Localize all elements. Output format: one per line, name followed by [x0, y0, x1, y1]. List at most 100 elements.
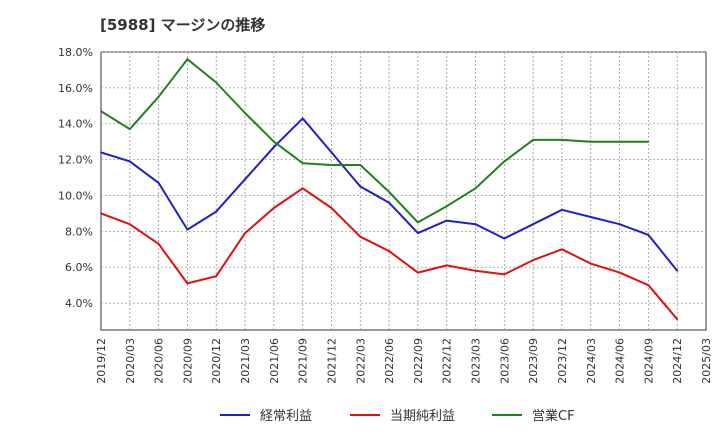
x-tick-label: 2022/06 — [383, 338, 396, 384]
data-point — [330, 164, 333, 166]
x-tick-label: 2020/12 — [210, 338, 223, 384]
data-point — [301, 187, 304, 190]
data-point — [215, 210, 218, 213]
data-point — [359, 185, 362, 188]
data-point — [589, 262, 592, 265]
data-point — [388, 201, 390, 204]
x-tick-label: 2021/09 — [297, 338, 310, 384]
data-point — [589, 140, 592, 143]
data-point — [157, 243, 160, 245]
series-lines — [100, 58, 679, 321]
data-point — [388, 190, 390, 193]
x-tick-label: 2020/09 — [181, 338, 194, 384]
data-point — [676, 269, 679, 272]
x-tick-label: 2020/03 — [124, 338, 137, 384]
data-point — [532, 259, 535, 261]
data-point — [676, 318, 679, 321]
plot-area — [100, 51, 707, 331]
x-tick-label: 2024/09 — [642, 338, 655, 384]
y-axis: 4.0% 6.0% 8.0% 10.0% 12.0% 14.0% 16.0% 18.0% — [58, 46, 93, 310]
x-tick-label: 2023/03 — [470, 338, 483, 384]
data-point — [647, 234, 650, 236]
data-point — [647, 284, 650, 287]
data-point — [272, 146, 275, 148]
data-point — [417, 221, 419, 224]
data-point — [100, 110, 102, 113]
y-tick-label: 8.0% — [65, 225, 93, 238]
data-point — [157, 95, 160, 98]
data-point — [445, 219, 448, 222]
data-point — [157, 182, 160, 184]
data-point — [561, 248, 563, 251]
x-tick-label: 2023/12 — [556, 338, 569, 384]
data-point — [186, 58, 189, 61]
y-tick-label: 6.0% — [65, 261, 93, 274]
x-tick-label: 2023/09 — [527, 338, 540, 384]
x-tick-label: 2024/06 — [614, 338, 627, 384]
data-point — [532, 223, 535, 226]
x-tick-label: 2023/06 — [498, 338, 511, 384]
x-tick-label: 2025/03 — [700, 338, 713, 384]
data-point — [128, 160, 131, 163]
data-point — [301, 162, 304, 165]
data-point — [388, 250, 390, 252]
data-point — [561, 208, 563, 211]
x-axis: 2019/12 2020/03 2020/06 2020/09 2020/12 2021/… — [95, 338, 713, 384]
y-tick-label: 4.0% — [65, 297, 93, 310]
data-point — [272, 207, 275, 209]
legend-label: 経常利益 — [260, 409, 312, 424]
x-tick-label: 2022/09 — [412, 338, 425, 384]
data-point — [128, 223, 131, 226]
data-point — [100, 212, 102, 215]
x-tick-label: 2022/12 — [441, 338, 454, 384]
y-tick-label: 10.0% — [58, 189, 93, 202]
data-point — [561, 138, 563, 141]
y-tick-label: 16.0% — [58, 82, 93, 95]
data-point — [186, 228, 189, 231]
data-point — [359, 164, 362, 166]
data-point — [503, 237, 506, 240]
data-point — [128, 128, 131, 131]
data-point — [503, 160, 506, 163]
data-point — [417, 232, 419, 235]
data-point — [503, 273, 506, 276]
data-point — [186, 282, 189, 285]
data-point — [244, 178, 246, 181]
chart-title: [5988] マージンの推移 — [100, 16, 265, 34]
data-point — [100, 151, 102, 154]
legend-label: 営業CF — [532, 408, 575, 424]
data-point — [445, 264, 448, 267]
x-tick-label: 2019/12 — [95, 338, 108, 384]
data-point — [272, 140, 275, 143]
data-point — [618, 223, 621, 226]
y-tick-label: 14.0% — [58, 118, 93, 131]
data-point — [215, 275, 218, 278]
data-point — [359, 235, 362, 238]
data-point — [330, 207, 333, 209]
data-point — [474, 223, 477, 226]
data-point — [445, 205, 448, 208]
data-point — [618, 140, 621, 143]
data-point — [301, 117, 304, 120]
x-tick-label: 2024/12 — [671, 338, 684, 384]
data-point — [417, 271, 419, 274]
data-point — [215, 81, 218, 84]
data-point — [330, 151, 333, 154]
legend: 経常利益 当期純利益 営業CF — [220, 408, 575, 424]
data-point — [647, 140, 650, 143]
x-tick-label: 2024/03 — [585, 338, 598, 384]
y-tick-label: 18.0% — [58, 46, 93, 59]
data-point — [244, 232, 246, 235]
legend-label: 当期純利益 — [390, 409, 455, 424]
x-tick-label: 2022/03 — [354, 338, 367, 384]
data-point — [474, 269, 477, 272]
x-tick-label: 2021/12 — [325, 338, 338, 384]
x-tick-label: 2021/06 — [268, 338, 281, 384]
y-tick-label: 12.0% — [58, 154, 93, 167]
data-point — [532, 138, 535, 141]
data-point — [618, 271, 621, 274]
data-point — [589, 216, 592, 218]
data-point — [474, 187, 477, 190]
x-tick-label: 2020/06 — [153, 338, 166, 384]
